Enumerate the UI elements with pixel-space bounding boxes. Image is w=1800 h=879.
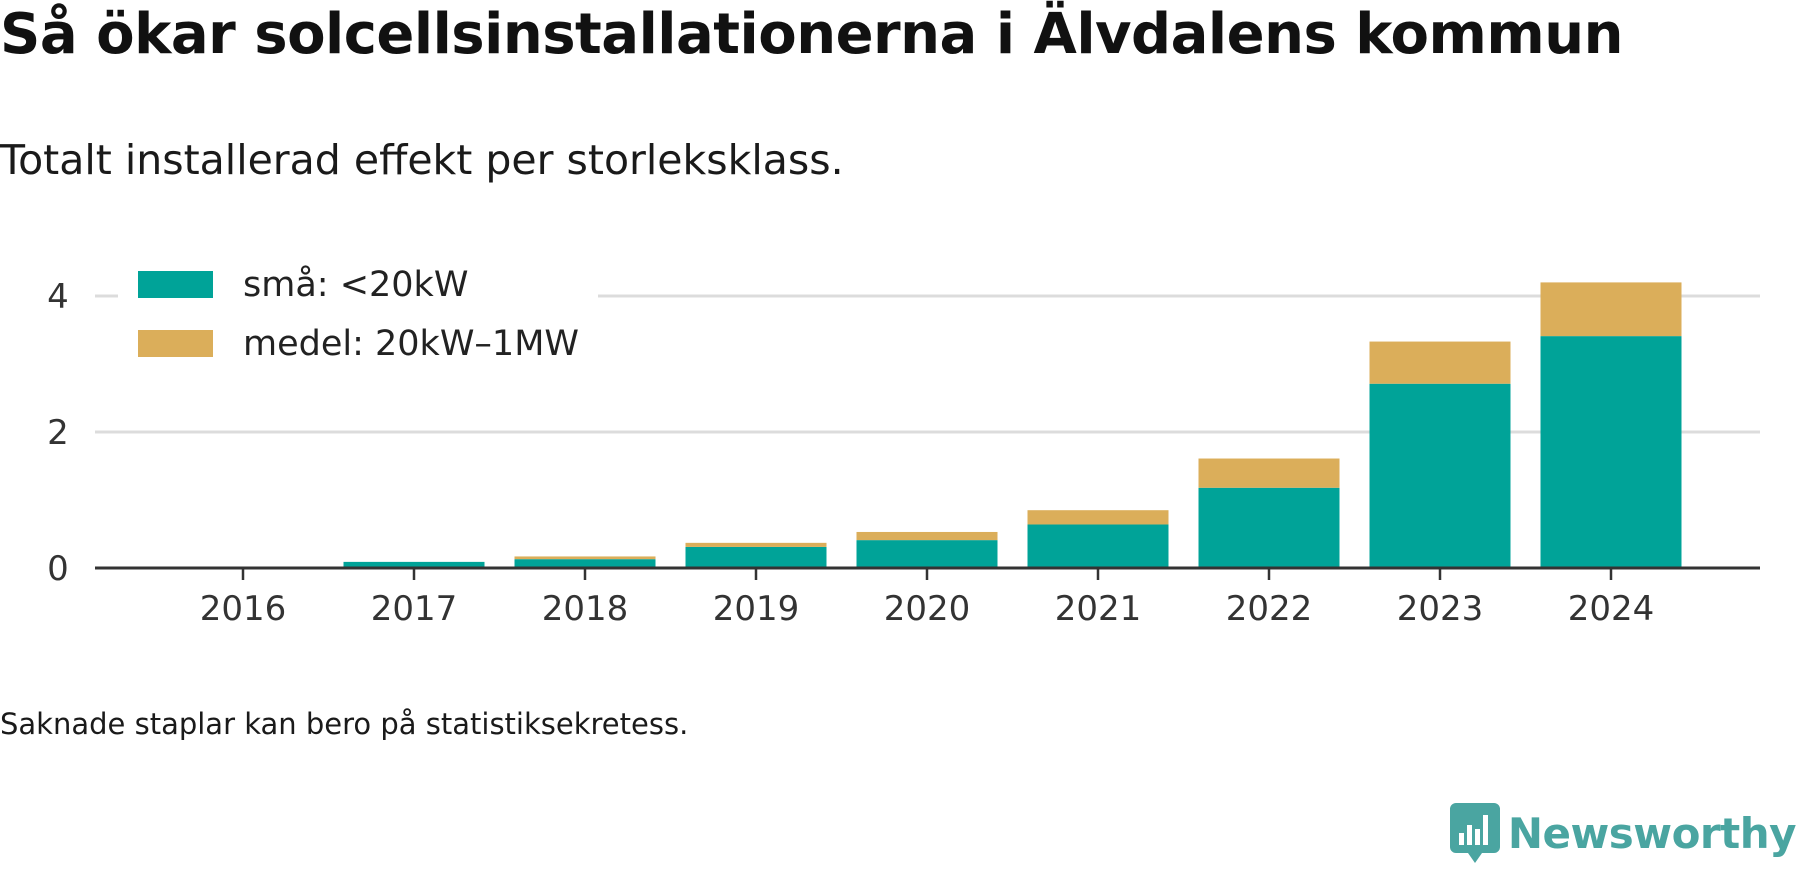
- legend-swatch: [138, 271, 213, 298]
- y-tick-label: 0: [47, 549, 69, 589]
- axes: 0 2 4 2016 2017 2018 2019 2020 2021 2022 2023 2024: [47, 277, 1760, 629]
- bars: [343, 282, 1682, 568]
- bar-2020-series-1: [856, 531, 998, 541]
- bar-2020-series-0: [856, 540, 998, 568]
- bar-2017-series-0: [343, 561, 485, 568]
- legend: små: <20kW medel: 20kW–1MW: [118, 250, 598, 368]
- footnote: Saknade staplar kan bero på statistiksek…: [0, 707, 689, 741]
- bar-2018-series-0: [514, 559, 656, 568]
- chart-title: Så ökar solcellsinstallationerna i Älvda…: [0, 2, 1623, 67]
- x-tick-label: 2023: [1397, 589, 1484, 629]
- x-tick-label: 2016: [200, 589, 287, 629]
- brand-name: Newsworthy: [1507, 808, 1797, 858]
- bar-2023-series-1: [1369, 341, 1511, 384]
- x-tick-label: 2020: [884, 589, 971, 629]
- y-tick-label: 2: [47, 413, 69, 453]
- newsworthy-logo-icon: [1449, 803, 1500, 863]
- x-tick-label: 2024: [1568, 589, 1655, 629]
- bar-2019-series-0: [685, 546, 827, 568]
- bar-2019-series-1: [685, 542, 827, 547]
- bar-2022-series-0: [1198, 487, 1340, 568]
- chart-subtitle: Totalt installerad effekt per storlekskl…: [0, 136, 844, 184]
- x-tick-label: 2018: [542, 589, 629, 629]
- bar-2022-series-1: [1198, 458, 1340, 488]
- legend-label: små: <20kW: [243, 264, 468, 305]
- bar-2024-series-0: [1540, 336, 1682, 568]
- x-tick-label: 2017: [371, 589, 458, 629]
- bar-2021-series-1: [1027, 510, 1169, 525]
- bar-2023-series-0: [1369, 383, 1511, 568]
- x-tick-label: 2022: [1226, 589, 1313, 629]
- bar-2018-series-1: [514, 556, 656, 560]
- bar-2021-series-0: [1027, 524, 1169, 568]
- bar-2024-series-1: [1540, 282, 1682, 337]
- y-tick-label: 4: [47, 277, 69, 317]
- x-tick-label: 2019: [713, 589, 800, 629]
- brand-logo: Newsworthy: [1449, 803, 1797, 863]
- legend-label: medel: 20kW–1MW: [243, 324, 579, 364]
- legend-swatch: [138, 330, 213, 357]
- x-tick-label: 2021: [1055, 589, 1142, 629]
